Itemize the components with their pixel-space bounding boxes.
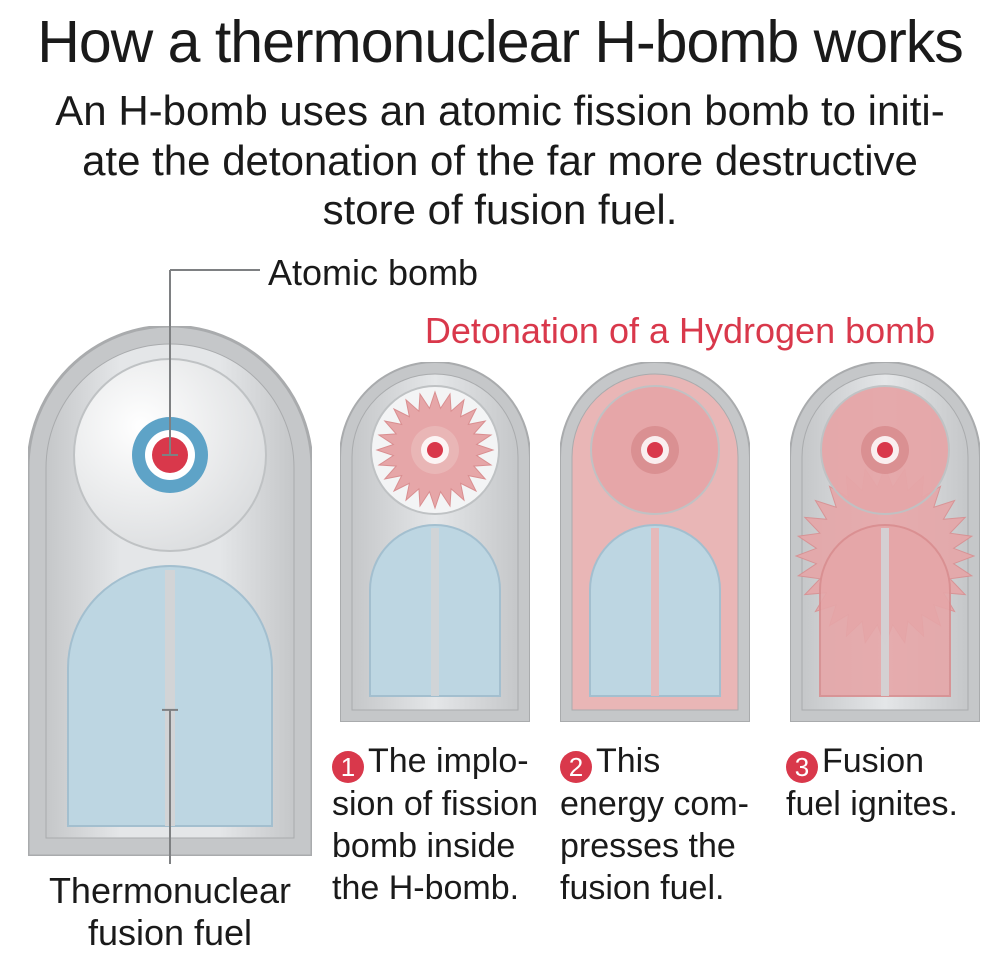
step-3-caption: 3Fusionfuel ignites.: [786, 740, 986, 825]
main-bomb-diagram: [28, 326, 312, 856]
page-subtitle: An H-bomb uses an atomic fission bomb to…: [40, 86, 960, 235]
label-atomic-bomb: Atomic bomb: [268, 252, 478, 294]
page-title: How a thermonuclear H-bomb works: [0, 8, 1000, 76]
step-number-badge: 3: [786, 751, 818, 783]
label-fusion-fuel: Thermonuclear fusion fuel: [30, 870, 310, 955]
step-number-badge: 1: [332, 751, 364, 783]
step-2-caption: 2Thisenergy com-presses thefusion fuel.: [560, 740, 770, 909]
label-detonation-heading: Detonation of a Hydrogen bomb: [370, 310, 990, 352]
sequence-bomb-3: [790, 362, 980, 722]
step-1-caption: 1The implo-sion of fissionbomb insidethe…: [332, 740, 552, 909]
sequence-bomb-2: [560, 362, 750, 722]
sequence-bomb-1: [340, 362, 530, 722]
step-number-badge: 2: [560, 751, 592, 783]
